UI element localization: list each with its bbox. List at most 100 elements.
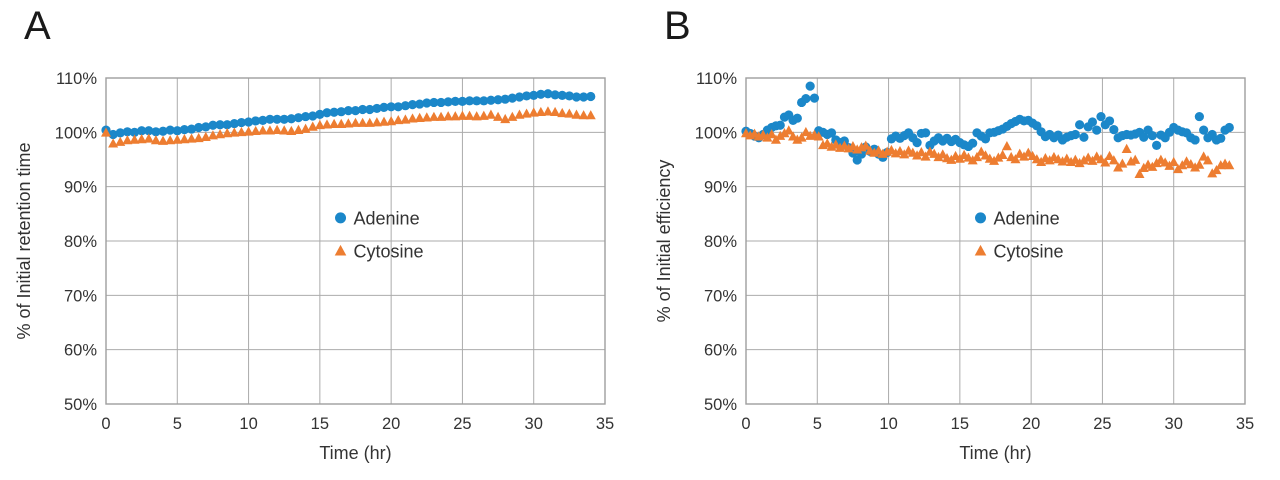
data-point <box>393 102 403 112</box>
data-point <box>143 133 154 143</box>
data-point <box>315 109 325 120</box>
data-point <box>415 99 425 109</box>
data-point <box>1194 111 1204 122</box>
y-tick-label: 90% <box>704 179 737 197</box>
data-point <box>529 90 539 100</box>
data-point <box>1117 158 1128 168</box>
data-point <box>314 119 325 130</box>
x-tick-label: 5 <box>173 415 182 433</box>
data-point <box>129 134 140 144</box>
x-tick-label: 0 <box>101 415 110 433</box>
data-point <box>308 111 318 121</box>
data-point <box>386 116 397 126</box>
y-tick-label: 100% <box>695 124 738 142</box>
x-tick-label: 10 <box>879 415 897 433</box>
data-point <box>1134 168 1145 178</box>
data-point <box>358 104 368 115</box>
legend-item-adenine: Adenine <box>975 208 1060 228</box>
data-point <box>158 126 168 136</box>
data-point <box>916 147 927 157</box>
data-point <box>179 133 190 144</box>
data-point <box>1057 156 1068 166</box>
data-point <box>993 152 1004 162</box>
data-point <box>414 112 425 123</box>
data-point <box>108 129 118 140</box>
data-point <box>493 111 504 121</box>
data-point <box>407 100 418 110</box>
data-point <box>350 117 361 127</box>
data-point <box>301 111 311 122</box>
data-point <box>165 125 175 135</box>
data-point <box>585 110 596 120</box>
data-point <box>1087 117 1098 127</box>
data-point <box>279 114 289 124</box>
data-point <box>457 110 468 120</box>
data-point <box>279 125 290 135</box>
data-point <box>251 116 261 126</box>
data-point <box>343 118 354 128</box>
x-tick-label: 5 <box>813 415 822 433</box>
data-point <box>571 109 582 119</box>
y-tick-label: 60% <box>704 342 737 360</box>
x-tick-label: 15 <box>311 415 329 433</box>
y-tick-label: 110% <box>696 70 737 88</box>
data-point <box>550 106 561 117</box>
chart-panel-a: A 0 5 10 15 20 25 30 35 50% 60% 70% 80% 90% 100% 110% T… <box>14 4 614 463</box>
data-point <box>329 118 340 128</box>
data-point <box>1044 155 1055 165</box>
x-tick-label: 20 <box>1022 415 1040 433</box>
data-point <box>336 107 346 117</box>
y-tick-label: 100% <box>55 124 98 142</box>
data-point <box>293 113 304 123</box>
data-point <box>1121 143 1132 153</box>
data-point <box>265 114 275 124</box>
data-point <box>1194 159 1205 169</box>
data-point <box>115 128 125 138</box>
x-axis-title: Time (hr) <box>959 443 1031 463</box>
data-point <box>307 121 318 131</box>
data-point <box>372 103 382 114</box>
data-point <box>1224 122 1234 133</box>
data-point <box>250 125 261 136</box>
data-point <box>479 96 489 106</box>
x-axis-title: Time (hr) <box>319 443 391 463</box>
data-point <box>144 126 154 136</box>
data-point <box>243 126 254 136</box>
legend-item-adenine: Adenine <box>335 208 420 228</box>
x-tick-label: 10 <box>239 415 257 433</box>
data-point <box>322 108 332 118</box>
data-point <box>543 89 553 99</box>
data-point <box>137 126 147 136</box>
data-point <box>989 155 1000 165</box>
data-point <box>813 131 824 141</box>
data-point <box>564 108 575 118</box>
data-point <box>920 151 931 161</box>
plot-border <box>105 77 606 405</box>
data-point <box>507 93 517 103</box>
data-point <box>101 127 111 137</box>
y-tick-label: 90% <box>64 179 97 197</box>
data-point <box>912 150 923 160</box>
data-point <box>222 128 233 138</box>
data-point <box>350 106 361 116</box>
data-point <box>571 92 582 102</box>
legend-triangle-marker-icon <box>334 244 347 256</box>
data-point <box>500 94 510 104</box>
legend-label: Cytosine <box>994 242 1064 262</box>
data-point <box>971 151 982 162</box>
data-point <box>158 135 169 145</box>
y-tick-label: 70% <box>704 287 737 305</box>
y-tick-label: 50% <box>64 396 97 414</box>
data-point <box>400 114 411 124</box>
x-tick-label: 25 <box>1093 415 1111 433</box>
panel-label-a: A <box>24 4 51 48</box>
y-axis-title: % of Initial efficiency <box>654 160 674 323</box>
data-point <box>150 135 161 145</box>
data-point <box>379 102 389 112</box>
y-tick-label: 60% <box>64 342 97 360</box>
data-point <box>801 94 811 104</box>
series-cytosine-points <box>101 106 596 148</box>
data-point <box>1108 155 1119 165</box>
legend-item-cytosine: Cytosine <box>334 242 424 262</box>
data-point <box>194 122 204 133</box>
